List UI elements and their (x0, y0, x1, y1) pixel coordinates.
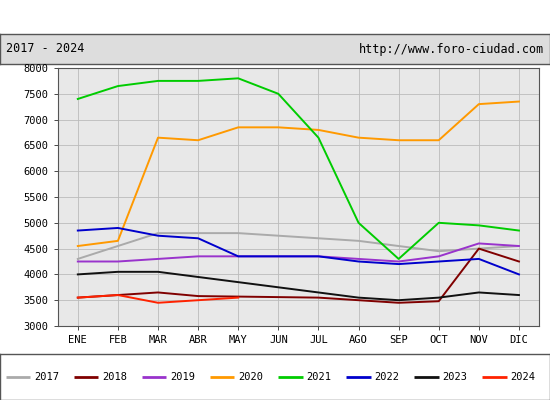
Text: 2017 - 2024: 2017 - 2024 (6, 42, 84, 56)
Text: 2021: 2021 (306, 372, 331, 382)
Text: 2020: 2020 (238, 372, 263, 382)
Text: 2023: 2023 (442, 372, 468, 382)
Text: 2024: 2024 (510, 372, 536, 382)
Text: 2017: 2017 (34, 372, 59, 382)
Text: Evolucion del paro registrado en Granadilla de Abona: Evolucion del paro registrado en Granadi… (57, 10, 493, 24)
Text: 2019: 2019 (170, 372, 195, 382)
Text: 2022: 2022 (375, 372, 399, 382)
Text: 2018: 2018 (102, 372, 127, 382)
Text: http://www.foro-ciudad.com: http://www.foro-ciudad.com (359, 42, 544, 56)
